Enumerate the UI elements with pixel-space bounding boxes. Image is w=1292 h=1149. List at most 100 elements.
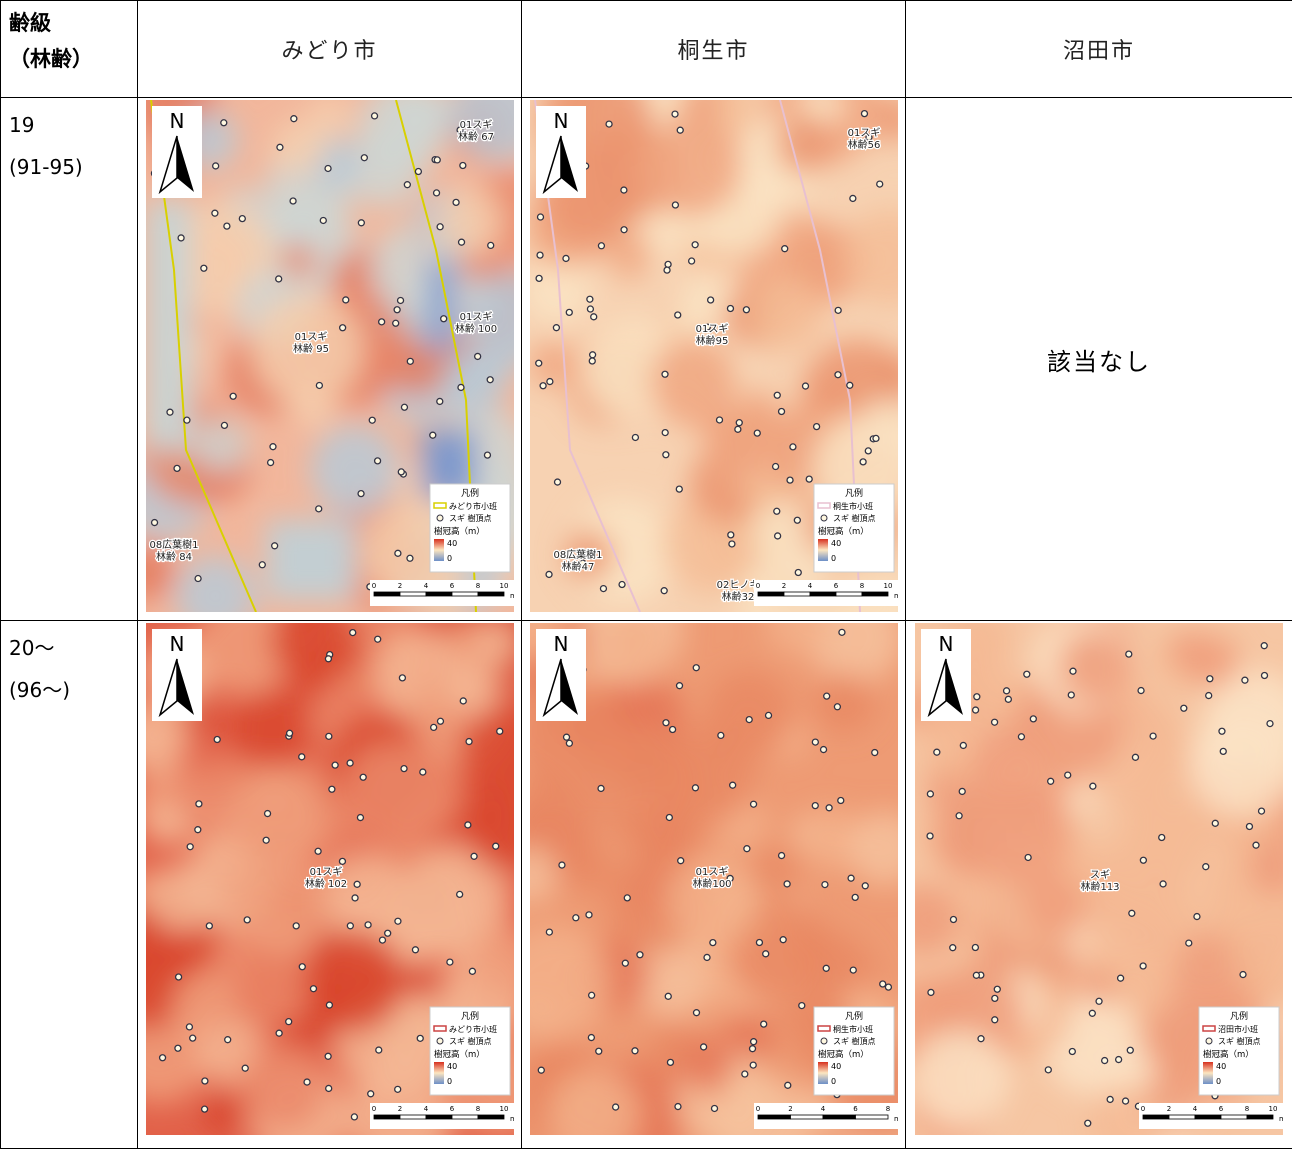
tree-top (666, 814, 672, 820)
tree-top (263, 837, 269, 843)
tree-top (466, 739, 472, 745)
tree-top (538, 1067, 544, 1073)
tree-top (665, 993, 671, 999)
tree-top (1090, 783, 1096, 789)
tree-top (760, 1021, 766, 1027)
legend-title: 凡例 (844, 487, 862, 499)
tree-top (1107, 1096, 1113, 1102)
legend-min: 0 (1216, 1077, 1221, 1086)
legend-ramp (818, 539, 828, 561)
tree-top (206, 923, 212, 929)
tree-top (823, 693, 829, 699)
scale-label: 6 (1219, 1105, 1224, 1113)
tree-top (437, 224, 443, 230)
scale-label: 4 (423, 582, 428, 590)
tree-top (1127, 1047, 1133, 1053)
tree-top (484, 452, 490, 458)
tree-top (1118, 975, 1124, 981)
scale-seg (1169, 1115, 1195, 1119)
feature-label: 林齢 67 (458, 130, 494, 143)
scale-label: 6 (833, 582, 838, 590)
tree-top (1140, 857, 1146, 863)
tree-top (326, 1002, 332, 1008)
tree-top (242, 1065, 248, 1071)
tree-top (632, 434, 638, 440)
tree-top (328, 786, 334, 792)
tree-top (821, 882, 827, 888)
tree-top (784, 1082, 790, 1088)
tree-top (1030, 716, 1036, 722)
tree-top (674, 1104, 680, 1110)
tree-top (351, 1114, 357, 1120)
scale-label: 4 (1193, 1105, 1198, 1113)
column-header: 沼田市 (906, 1, 1292, 98)
legend-min: 0 (831, 1077, 836, 1086)
scale-seg (810, 592, 836, 596)
tree-top (798, 1003, 804, 1009)
tree-top (1024, 671, 1030, 677)
scale-label: 10 (499, 582, 508, 590)
tree-top (794, 517, 800, 523)
feature-label: 林齢100 (692, 877, 731, 890)
tree-top (664, 267, 670, 273)
tree-top (765, 712, 771, 718)
tree-top (211, 210, 217, 216)
tree-top (536, 275, 542, 281)
tree-top (1102, 1058, 1108, 1064)
tree-top (620, 187, 626, 193)
tree-top (606, 121, 612, 127)
tree-top (384, 930, 390, 936)
legend-unit: 樹冠高（m） (434, 526, 485, 537)
tree-top (598, 785, 604, 791)
tree-top (692, 785, 698, 791)
scale-seg (400, 592, 426, 596)
tree-top (290, 198, 296, 204)
tree-top (392, 320, 398, 326)
tree-top (871, 750, 877, 756)
tree-top (406, 555, 412, 561)
age-range: (91-95) (9, 146, 137, 188)
tree-top (398, 469, 404, 475)
feature-label: 01スギ (294, 331, 327, 343)
tree-top (806, 476, 812, 482)
height-blob (1170, 631, 1207, 668)
feature-label: 林齢32 (721, 590, 754, 603)
tree-top (537, 214, 543, 220)
scale-unit: m (894, 592, 898, 600)
tree-top (1206, 693, 1212, 699)
tree-top (221, 422, 227, 428)
tree-top (676, 683, 682, 689)
legend-ramp (434, 539, 444, 561)
tree-top (535, 360, 541, 366)
tree-top (298, 754, 304, 760)
feature-label: 林齢 100 (454, 322, 496, 335)
feature-label: 01スギ (459, 311, 492, 323)
tree-top (959, 788, 965, 794)
tree-top (566, 309, 572, 315)
tree-top (159, 1055, 165, 1061)
tree-top (781, 246, 787, 252)
tree-top (374, 636, 380, 642)
tree-top (223, 223, 229, 229)
height-blob (310, 425, 399, 514)
scale-label: 6 (853, 1105, 858, 1113)
height-blob (445, 661, 500, 716)
tree-top (212, 163, 218, 169)
tree-top (1069, 1048, 1075, 1054)
tree-top (178, 235, 184, 241)
scale-label: 10 (1269, 1105, 1278, 1113)
tree-top (566, 740, 572, 746)
tree-top (271, 543, 277, 549)
tree-top (558, 862, 564, 868)
tree-top (750, 1039, 756, 1045)
tree-top (304, 1079, 310, 1085)
legend-item: みどり市小班 (449, 1024, 497, 1034)
tree-top (1126, 651, 1132, 657)
tree-top (1140, 963, 1146, 969)
scale-label: 2 (788, 1105, 792, 1113)
tree-top (865, 448, 871, 454)
tree-top (374, 458, 380, 464)
